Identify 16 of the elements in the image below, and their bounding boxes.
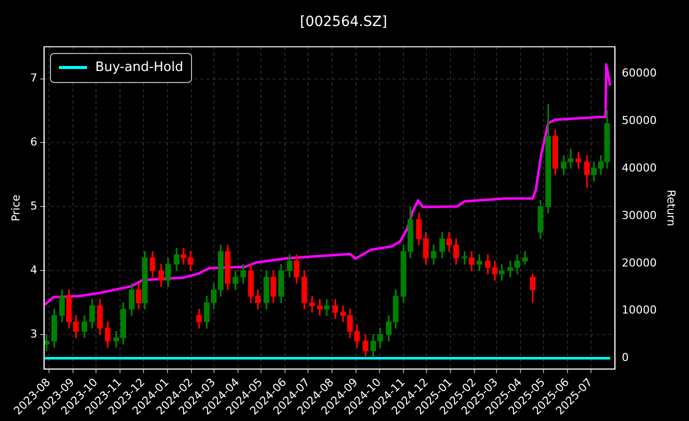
y2-tick-label: 50000 <box>622 114 657 128</box>
y-tick-label: 7 <box>30 72 38 85</box>
y2-tick-label: 60000 <box>622 66 657 80</box>
y2-tick-label: 20000 <box>622 256 657 270</box>
y2-tick-label: 40000 <box>622 161 657 174</box>
y-tick-label: 4 <box>30 264 38 277</box>
y2-tick-label: 0 <box>622 351 629 364</box>
legend-label: Buy-and-Hold <box>95 60 184 76</box>
chart-title: [002564.SZ] <box>300 14 388 30</box>
y2-tick-label: 10000 <box>622 304 657 317</box>
y2-axis-title: Return <box>664 190 678 226</box>
y-axis-title: Price <box>9 194 22 222</box>
y-tick-label: 6 <box>30 136 38 149</box>
y-tick-label: 5 <box>30 200 38 213</box>
y2-tick-label: 30000 <box>622 208 657 222</box>
y-tick-label: 3 <box>30 327 38 340</box>
